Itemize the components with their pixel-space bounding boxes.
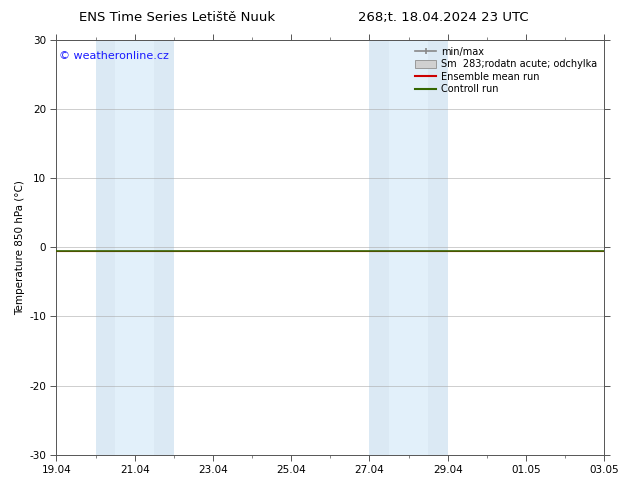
Text: 268;t. 18.04.2024 23 UTC: 268;t. 18.04.2024 23 UTC — [358, 11, 529, 24]
Bar — [370, 40, 389, 455]
Bar — [115, 40, 154, 455]
Bar — [96, 40, 115, 455]
Bar — [428, 40, 448, 455]
Bar — [154, 40, 174, 455]
Legend: min/max, Sm  283;rodatn acute; odchylka, Ensemble mean run, Controll run: min/max, Sm 283;rodatn acute; odchylka, … — [413, 45, 599, 96]
Bar — [604, 40, 628, 455]
Text: ENS Time Series Letiště Nuuk: ENS Time Series Letiště Nuuk — [79, 11, 276, 24]
Text: © weatheronline.cz: © weatheronline.cz — [59, 50, 169, 61]
Y-axis label: Temperature 850 hPa (°C): Temperature 850 hPa (°C) — [15, 180, 25, 315]
Bar — [389, 40, 428, 455]
